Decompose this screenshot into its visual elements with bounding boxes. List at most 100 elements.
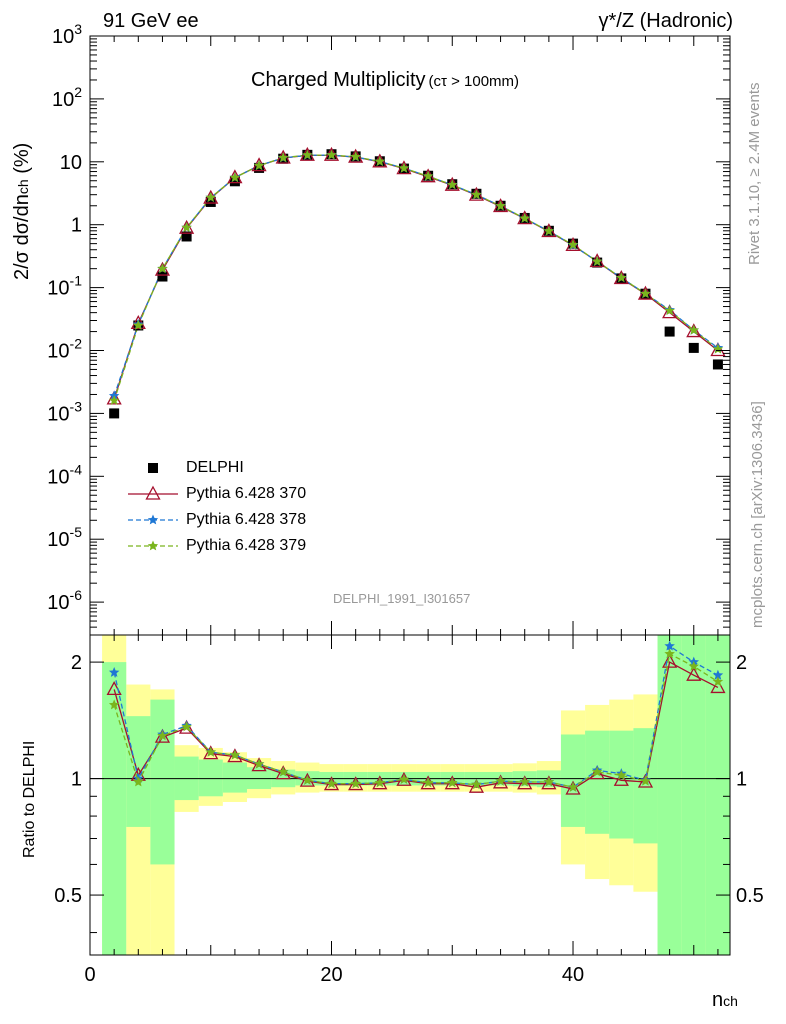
ratio-point bbox=[664, 640, 675, 651]
ratio-point bbox=[326, 778, 337, 789]
ratio-point bbox=[447, 777, 458, 788]
mc-point bbox=[253, 160, 265, 171]
header-right-label: γ*/Z (Hadronic) bbox=[598, 10, 733, 32]
mc-point bbox=[471, 189, 482, 200]
data-point bbox=[109, 408, 120, 419]
y-tick-label: 10 bbox=[60, 152, 82, 174]
mc-point bbox=[712, 343, 724, 354]
mc-point bbox=[495, 200, 506, 211]
ratio-point bbox=[565, 780, 581, 795]
data-point bbox=[688, 342, 699, 353]
ratio-band-inner bbox=[222, 762, 247, 793]
legend-marker bbox=[148, 463, 158, 473]
ratio-point bbox=[616, 769, 627, 780]
main-y-axis-label: 2/σ dσ/dnch (%) bbox=[11, 142, 33, 280]
mc-point bbox=[130, 315, 146, 330]
main-series-line bbox=[113, 154, 719, 400]
main-y-axis-label-sub: ch bbox=[15, 179, 31, 195]
analysis-label: DELPHI_1991_I301657 bbox=[333, 591, 471, 606]
main-y-axis-label-suffix: (%) bbox=[11, 142, 33, 180]
mc-point bbox=[567, 239, 579, 250]
legend-marker bbox=[147, 514, 159, 525]
y-tick-label: 10-5 bbox=[47, 524, 82, 551]
ratio-band-inner bbox=[150, 699, 175, 865]
ratio-y-axis-label: Ratio to DELPHI bbox=[21, 740, 38, 858]
legend-marker bbox=[145, 485, 161, 500]
legend-entry-pythia-378: Pythia 6.428 378 bbox=[128, 508, 388, 532]
mc-point bbox=[157, 263, 168, 274]
data-point bbox=[664, 326, 675, 337]
mc-point bbox=[686, 323, 702, 338]
ratio-y-tick-label: 0.5 bbox=[736, 885, 764, 907]
ratio-point bbox=[664, 648, 675, 659]
ratio-point bbox=[710, 679, 726, 694]
ratio-band-inner bbox=[609, 730, 634, 839]
ratio-point bbox=[108, 699, 120, 710]
ratio-point bbox=[278, 766, 289, 777]
ratio-plot-frame bbox=[89, 634, 731, 956]
ratio-point bbox=[519, 776, 530, 787]
mc-point bbox=[710, 342, 726, 357]
ratio-point bbox=[686, 666, 702, 681]
data-point bbox=[205, 196, 216, 207]
data-point bbox=[181, 231, 192, 242]
ratio-point bbox=[350, 778, 361, 789]
ratio-series-line bbox=[113, 652, 719, 788]
ratio-point bbox=[181, 721, 192, 732]
y-tick-label: 10-6 bbox=[47, 587, 82, 614]
data-point bbox=[712, 359, 723, 370]
ratio-point bbox=[495, 775, 506, 786]
ratio-point bbox=[154, 728, 171, 743]
mc-point bbox=[205, 192, 216, 202]
ratio-point bbox=[712, 669, 724, 680]
legend-label: DELPHI bbox=[186, 459, 244, 476]
mc-point bbox=[350, 151, 361, 162]
mc-point bbox=[664, 305, 675, 316]
mc-point bbox=[229, 172, 241, 183]
legend-marker bbox=[147, 540, 159, 551]
ratio-band-inner bbox=[585, 730, 610, 834]
plot-title-main: Charged Multiplicity bbox=[251, 69, 426, 91]
ratio-y-tick-label: 0.5 bbox=[54, 885, 82, 907]
ratio-point bbox=[229, 749, 241, 760]
mc-point bbox=[106, 390, 122, 405]
ratio-point bbox=[517, 775, 533, 790]
x-tick-label: 0 bbox=[84, 964, 95, 986]
x-tick-label: 40 bbox=[562, 964, 584, 986]
ratio-point bbox=[567, 781, 579, 792]
x-axis-label: nch bbox=[712, 990, 738, 1010]
legend-entry-pythia-379: Pythia 6.428 379 bbox=[128, 534, 388, 558]
ratio-point bbox=[613, 771, 629, 786]
mc-point bbox=[108, 395, 120, 405]
mc-point bbox=[616, 272, 627, 283]
ratio-point bbox=[468, 778, 485, 793]
ratio-point bbox=[422, 777, 434, 788]
ratio-point bbox=[398, 773, 410, 784]
ratio-point bbox=[133, 776, 144, 787]
y-tick-label: 10-1 bbox=[47, 273, 82, 300]
ratio-point bbox=[157, 730, 168, 741]
x-axis-label-sub: ch bbox=[723, 993, 738, 1009]
plot-title-cut: (cτ > 100mm) bbox=[428, 73, 520, 90]
y-tick-label: 10-3 bbox=[47, 398, 82, 425]
legend-entry-delphi: DELPHI bbox=[128, 456, 388, 480]
mc-point bbox=[543, 225, 555, 236]
main-series-line bbox=[113, 154, 719, 397]
header-left-label: 91 GeV ee bbox=[103, 10, 199, 32]
ratio-y-tick-label: 1 bbox=[736, 769, 747, 791]
mc-point bbox=[326, 149, 337, 160]
y-tick-label: 10-2 bbox=[47, 336, 82, 363]
ratio-point bbox=[253, 758, 265, 769]
legend-label: Pythia 6.428 370 bbox=[186, 485, 307, 502]
mc-point bbox=[591, 256, 603, 266]
mc-point bbox=[374, 156, 385, 166]
ratio-band-inner bbox=[633, 728, 658, 844]
mc-point bbox=[422, 170, 434, 181]
ratio-band-inner bbox=[198, 759, 223, 797]
data-point bbox=[229, 176, 240, 187]
y-tick-label: 10-4 bbox=[47, 461, 82, 488]
mc-point bbox=[519, 212, 530, 223]
mc-point bbox=[688, 324, 699, 335]
plot-title: Charged Multiplicity (cτ > 100mm) bbox=[251, 70, 519, 90]
